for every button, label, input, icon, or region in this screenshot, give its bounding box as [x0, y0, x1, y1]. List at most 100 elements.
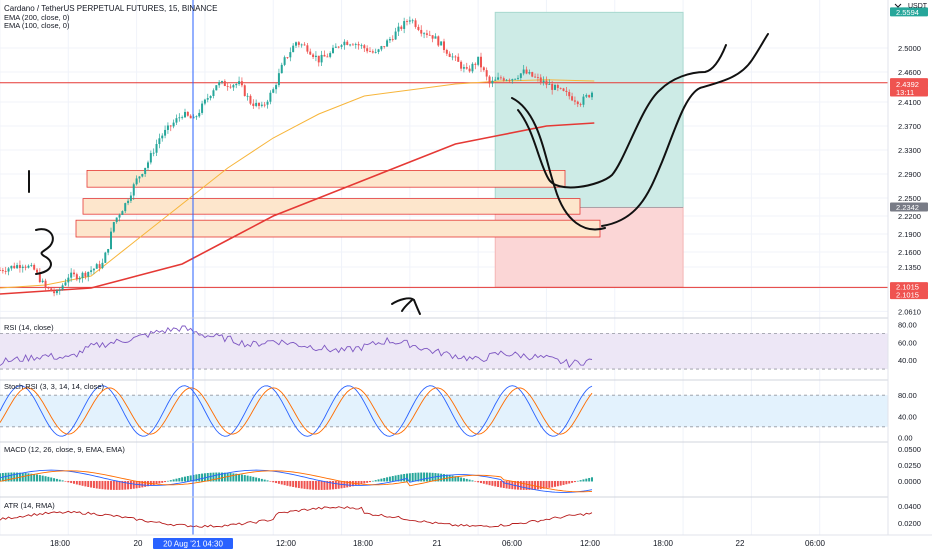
time-tick-label: 12:00 [276, 539, 297, 548]
candle-body [394, 31, 397, 40]
macd-histogram-bar [369, 480, 371, 483]
drawn-path-down [511, 97, 606, 231]
chevron-down-icon[interactable] [894, 3, 902, 8]
macd-histogram-bar [38, 475, 41, 482]
macd-histogram-bar [366, 480, 369, 483]
macd-histogram-bar [92, 480, 95, 489]
macd-histogram-bar [468, 479, 471, 482]
candle-body [221, 81, 223, 83]
macd-histogram-bar [522, 480, 525, 490]
hand-drawn-annotations[interactable] [28, 33, 769, 315]
support-zones[interactable] [75, 169, 601, 238]
macd-histogram-bar [332, 480, 334, 490]
candle-body [232, 85, 235, 88]
stoch-legend[interactable]: Stoch RSI (3, 3, 14, 14, close) [4, 382, 105, 391]
time-tick-label: 22 [736, 539, 745, 548]
time-tick-label: 06:00 [502, 539, 523, 548]
macd-histogram-bar [78, 480, 81, 486]
candle-body [548, 84, 551, 85]
candle-body [309, 51, 312, 55]
macd-histogram-bar [573, 480, 576, 483]
atr-pane[interactable] [0, 506, 593, 528]
candle-body [201, 103, 204, 113]
price-tick-label: 2.4100 [898, 98, 921, 107]
candle-body [67, 277, 70, 283]
macd-histogram-bar [272, 480, 275, 483]
macd-histogram-bar [582, 479, 585, 482]
candle-body [371, 51, 374, 53]
candle-body [53, 291, 56, 294]
candle-body [16, 265, 19, 269]
macd-pane[interactable] [0, 469, 593, 493]
macd-histogram-bar [141, 480, 144, 488]
candle-body [457, 56, 460, 62]
macd-histogram-bar [221, 472, 223, 482]
signal-line [0, 470, 593, 493]
candle-body [33, 265, 36, 270]
macd-histogram-bar [545, 480, 548, 489]
pane-separators[interactable] [0, 317, 932, 498]
price-badge-value: 2.5594 [896, 8, 919, 17]
candle-body [84, 272, 87, 277]
macd-histogram-bar [323, 480, 326, 490]
macd-histogram-bar [283, 480, 286, 486]
currency-label: USDT [908, 3, 928, 10]
candle-body [81, 272, 84, 279]
candle-body [559, 87, 562, 89]
candle-body [10, 265, 13, 269]
stoch-rsi-pane[interactable] [0, 385, 888, 437]
support-zone-2[interactable] [82, 198, 581, 215]
macd-histogram-bar [10, 472, 13, 482]
candle-body [266, 101, 269, 105]
macd-histogram-bar [326, 480, 329, 490]
horizontal-lines[interactable] [0, 82, 888, 288]
price-tick-label: 2.2900 [898, 170, 921, 179]
macd-histogram-bar [215, 472, 218, 482]
macd-legend[interactable]: MACD (12, 26, close, 9, EMA, EMA) [4, 445, 125, 454]
candle-body [147, 162, 149, 168]
candle-body [437, 36, 440, 46]
macd-histogram-bar [235, 473, 238, 482]
support-zone-1[interactable] [86, 169, 566, 188]
candle-body [240, 81, 243, 86]
macd-histogram-bar [209, 472, 212, 482]
macd-histogram-bar [7, 472, 10, 482]
rsi-pane[interactable] [0, 325, 888, 370]
candle-body [272, 89, 275, 93]
macd-histogram-bar [591, 477, 593, 482]
candle-body [92, 268, 95, 271]
symbol-title[interactable]: Cardano / TetherUS PERPETUAL FUTURES, 15… [4, 4, 217, 13]
position-stop-area[interactable] [494, 206, 684, 288]
candle-body [369, 51, 371, 53]
macd-histogram-bar [95, 480, 98, 489]
macd-histogram-bar [406, 473, 408, 482]
macd-histogram-bar [394, 475, 397, 482]
candle-body [181, 117, 184, 119]
atr-line [0, 506, 593, 528]
macd-histogram-bar [186, 476, 189, 482]
candle-body [428, 34, 431, 36]
macd-histogram-bar [124, 480, 127, 490]
macd-histogram-bar [443, 474, 445, 482]
candle-body [377, 49, 380, 52]
macd-histogram-bar [152, 480, 155, 485]
candle-body [44, 280, 47, 288]
support-zone-3[interactable] [75, 219, 601, 238]
macd-histogram-bar [255, 477, 258, 482]
ema-100-legend[interactable]: EMA (100, close, 0) [4, 21, 70, 30]
ema-200-legend[interactable]: EMA (200, close, 0) [4, 13, 70, 22]
candle-body [468, 68, 471, 72]
price-tick-label: 2.2500 [898, 194, 921, 203]
drawn-arrow [391, 297, 421, 315]
atr-legend[interactable]: ATR (14, RMA) [4, 501, 55, 510]
candle-body [588, 95, 591, 98]
candle-body [300, 44, 303, 46]
candle-body [340, 45, 343, 47]
rsi-legend[interactable]: RSI (14, close) [4, 323, 54, 332]
price-axis-ticks: 2.5000 2.4600 2.4100 2.3700 2.3300 2.2900 2.25… [898, 44, 921, 316]
candle-body [238, 81, 241, 85]
crosshair-time-badge [153, 538, 233, 549]
candle-body [297, 42, 300, 45]
candle-body [58, 289, 61, 291]
